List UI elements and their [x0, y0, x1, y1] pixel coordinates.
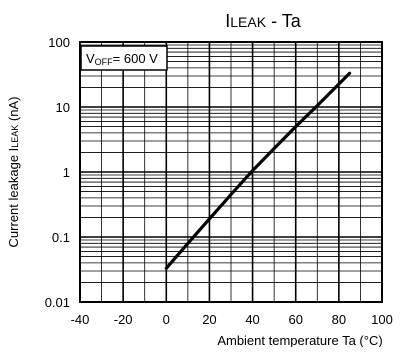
y-tick-label: 0.1 [52, 230, 70, 245]
chart-title-main: I [225, 11, 230, 31]
x-tick-label: 100 [371, 312, 393, 327]
y-tick-labels: 0.01 0.1 1 10 100 [45, 35, 70, 310]
grid [79, 42, 383, 303]
annotation-rest: = 600 V [113, 51, 159, 66]
voltage-annotation: VOFF= 600 V [80, 45, 168, 71]
chart-title: ILEAK - Ta [225, 11, 301, 31]
x-tick-label: 60 [288, 312, 302, 327]
annotation-main: V [86, 51, 95, 66]
annotation-sub: OFF [95, 57, 113, 67]
y-tick-label: 10 [56, 100, 70, 115]
y-axis-label-sub: LEAK [10, 125, 20, 148]
y-tick-label: 100 [48, 35, 70, 50]
annotation-text: VOFF= 600 V [86, 51, 158, 67]
annotation-box [80, 45, 168, 71]
y-axis-label-main: Current leakage I [6, 148, 21, 248]
y-tick-label: 1 [63, 165, 70, 180]
x-tick-label: 40 [245, 312, 259, 327]
chart-title-sub: LEAK [230, 14, 266, 30]
x-tick-label: 20 [202, 312, 216, 327]
y-tick-label: 0.01 [45, 295, 70, 310]
x-tick-label: 0 [163, 312, 170, 327]
x-tick-label: -40 [71, 312, 90, 327]
chart-title-rest: - Ta [266, 11, 302, 31]
x-tick-labels: -40 -20 0 20 40 60 80 100 [71, 312, 393, 327]
x-axis-label: Ambient temperature Ta (°C) [217, 333, 382, 347]
x-tick-label: -20 [114, 312, 133, 327]
y-axis-label: Current leakage ILEAK (nA) [6, 97, 21, 248]
x-tick-label: 80 [332, 312, 346, 327]
series-layer [164, 71, 352, 270]
series-line [164, 71, 352, 270]
y-axis-label-unit: (nA) [6, 97, 21, 125]
plot-frame [79, 41, 383, 303]
